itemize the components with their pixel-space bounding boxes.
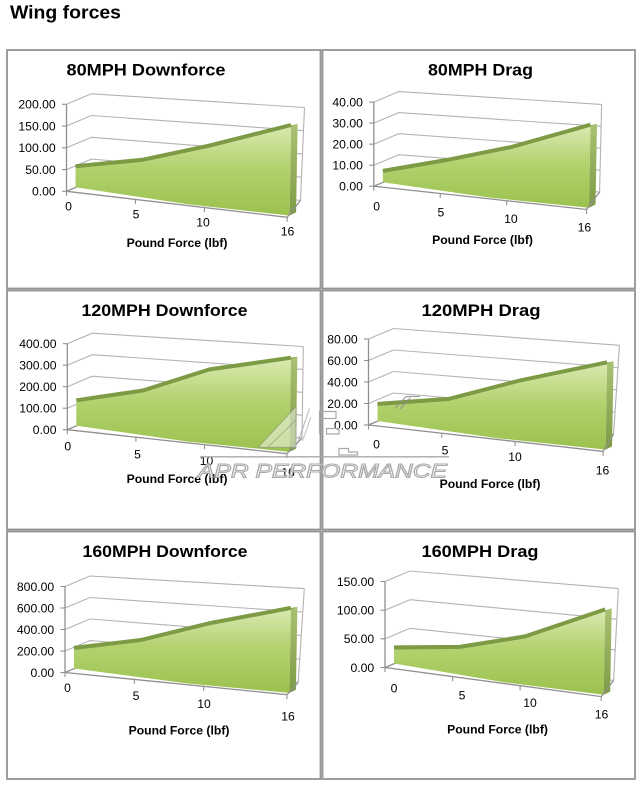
svg-text:10.00: 10.00 [332,159,363,173]
svg-text:100.00: 100.00 [337,604,374,618]
svg-text:0: 0 [65,199,72,213]
svg-text:Pound Force (lbf): Pound Force (lbf) [440,477,541,491]
svg-text:50.00: 50.00 [25,163,56,177]
svg-text:5: 5 [438,205,445,219]
svg-text:Pound Force (lbf): Pound Force (lbf) [127,236,228,250]
svg-text:0: 0 [64,681,71,695]
svg-text:0.00: 0.00 [30,666,54,680]
svg-text:120MPH Downforce: 120MPH Downforce [82,302,248,320]
svg-text:16: 16 [595,707,609,721]
svg-text:50.00: 50.00 [344,632,375,646]
svg-text:0.00: 0.00 [339,180,363,194]
svg-text:200.00: 200.00 [19,380,56,394]
svg-text:800.00: 800.00 [17,580,54,594]
svg-text:120MPH Drag: 120MPH Drag [422,302,541,320]
svg-text:100.00: 100.00 [19,402,56,416]
svg-text:10: 10 [508,450,522,464]
svg-text:Pound Force (lbf): Pound Force (lbf) [127,472,228,486]
svg-text:0.00: 0.00 [33,423,57,437]
svg-text:30.00: 30.00 [332,116,363,130]
svg-text:160MPH Drag: 160MPH Drag [422,543,539,561]
svg-text:Wing forces: Wing forces [10,3,121,23]
svg-text:150.00: 150.00 [337,575,374,589]
svg-text:0: 0 [64,440,71,454]
svg-text:400.00: 400.00 [19,337,56,351]
svg-text:400.00: 400.00 [17,623,54,637]
svg-text:10: 10 [523,696,537,710]
svg-text:10: 10 [196,215,210,229]
svg-text:160MPH Downforce: 160MPH Downforce [83,543,248,561]
svg-text:60.00: 60.00 [327,354,358,368]
svg-text:0: 0 [373,199,380,213]
svg-text:16: 16 [281,224,295,238]
svg-text:0: 0 [391,681,398,695]
svg-text:80MPH Drag: 80MPH Drag [428,62,533,80]
svg-text:10: 10 [504,212,518,226]
svg-text:80MPH Downforce: 80MPH Downforce [67,62,226,80]
svg-text:5: 5 [133,207,140,221]
svg-text:Pound Force (lbf): Pound Force (lbf) [129,723,230,737]
svg-text:16: 16 [596,463,610,477]
svg-text:5: 5 [133,689,140,703]
svg-text:5: 5 [459,688,466,702]
svg-text:200.00: 200.00 [17,644,54,658]
svg-text:Pound Force (lbf): Pound Force (lbf) [432,233,533,247]
svg-text:300.00: 300.00 [19,359,56,373]
svg-text:20.00: 20.00 [327,397,358,411]
svg-text:40.00: 40.00 [327,375,358,389]
svg-text:APR PERFORMANCE: APR PERFORMANCE [197,462,448,483]
svg-text:0.00: 0.00 [350,661,374,675]
svg-text:150.00: 150.00 [18,119,55,133]
svg-text:0.00: 0.00 [32,185,56,199]
svg-text:16: 16 [281,465,295,479]
svg-text:16: 16 [281,709,295,723]
svg-text:100.00: 100.00 [18,141,55,155]
svg-text:20.00: 20.00 [332,138,363,152]
svg-text:0.00: 0.00 [334,418,358,432]
svg-text:40.00: 40.00 [332,95,363,109]
svg-text:600.00: 600.00 [17,601,54,615]
svg-text:Pound Force (lbf): Pound Force (lbf) [447,722,548,736]
svg-text:16: 16 [578,221,592,235]
svg-text:0: 0 [373,437,380,451]
svg-text:80.00: 80.00 [327,332,358,346]
svg-text:200.00: 200.00 [18,98,55,112]
svg-text:5: 5 [134,447,141,461]
svg-text:10: 10 [197,697,211,711]
svg-text:5: 5 [442,443,449,457]
